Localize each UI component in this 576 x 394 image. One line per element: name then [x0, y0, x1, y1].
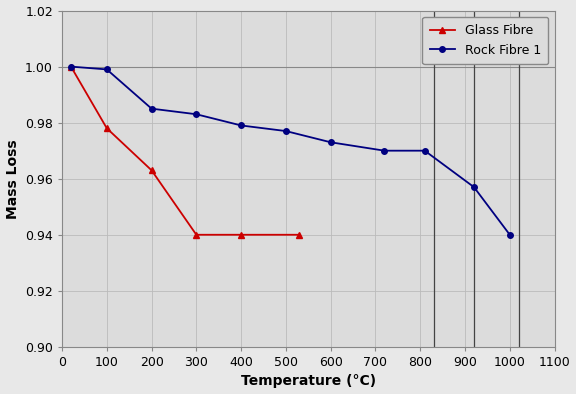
- Glass Fibre: [103, 126, 110, 131]
- Rock Fibre 1: [421, 148, 428, 153]
- Rock Fibre 1: [506, 232, 513, 237]
- Y-axis label: Mass Loss: Mass Loss: [6, 139, 20, 219]
- Line: Glass Fibre: Glass Fibre: [67, 63, 303, 238]
- Legend: Glass Fibre, Rock Fibre 1: Glass Fibre, Rock Fibre 1: [422, 17, 548, 64]
- Rock Fibre 1: [327, 140, 334, 145]
- Rock Fibre 1: [103, 67, 110, 72]
- Glass Fibre: [296, 232, 303, 237]
- Rock Fibre 1: [148, 106, 155, 111]
- Rock Fibre 1: [282, 129, 289, 134]
- X-axis label: Temperature (°C): Temperature (°C): [241, 374, 376, 388]
- Glass Fibre: [67, 64, 74, 69]
- Rock Fibre 1: [381, 148, 388, 153]
- Line: Rock Fibre 1: Rock Fibre 1: [68, 64, 513, 238]
- Glass Fibre: [238, 232, 245, 237]
- Rock Fibre 1: [193, 112, 200, 117]
- Rock Fibre 1: [238, 123, 245, 128]
- Rock Fibre 1: [471, 185, 478, 190]
- Rock Fibre 1: [67, 64, 74, 69]
- Glass Fibre: [148, 168, 155, 173]
- Glass Fibre: [193, 232, 200, 237]
